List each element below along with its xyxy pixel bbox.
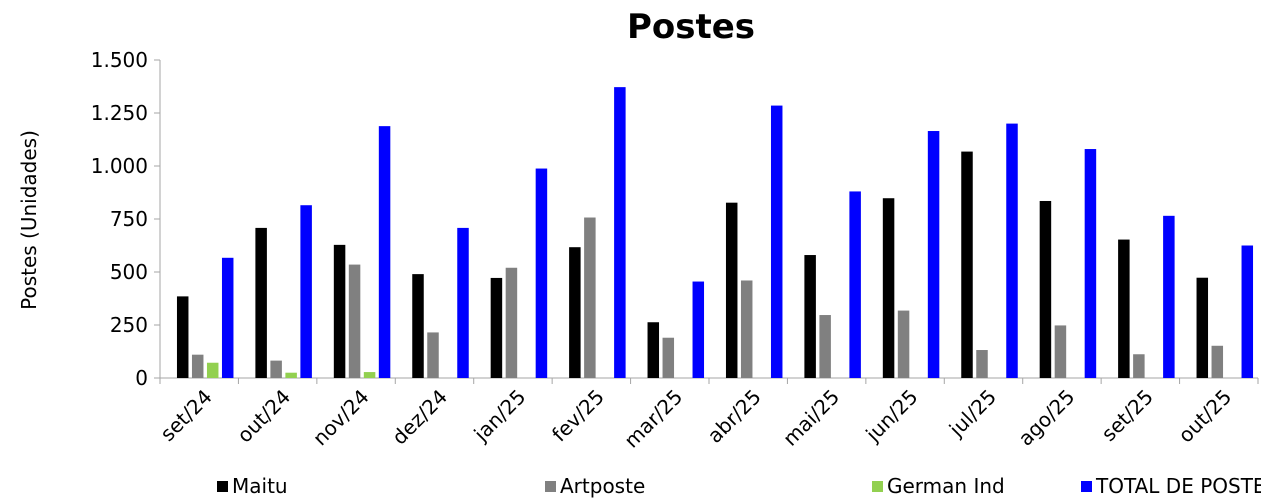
bar-total-de-postes-11 bbox=[1084, 149, 1097, 378]
bar-maitu-12 bbox=[1118, 239, 1130, 378]
bar-artposte-1 bbox=[270, 360, 282, 378]
chart: Postes Postes (Unidades) 0 250 500 750 1.000… bbox=[17, 7, 1259, 453]
x-tick-label: mar/25 bbox=[619, 385, 687, 453]
bar-artposte-6 bbox=[662, 337, 675, 378]
bar-total-de-postes-6 bbox=[692, 281, 705, 378]
x-tick-label: jun/25 bbox=[860, 385, 922, 447]
legend-label: Artposte bbox=[560, 474, 646, 498]
bar-maitu-0 bbox=[176, 296, 189, 378]
bar-artposte-9 bbox=[897, 310, 910, 378]
x-tick-label: nov/24 bbox=[308, 385, 374, 451]
bar-artposte-10 bbox=[976, 350, 988, 378]
bar-german-ind-0 bbox=[206, 362, 219, 378]
bar-total-de-postes-3 bbox=[457, 227, 469, 378]
legend-swatch bbox=[217, 480, 228, 492]
bar-artposte-5 bbox=[584, 217, 596, 378]
x-tick-label: jan/25 bbox=[468, 385, 530, 447]
bar-total-de-postes-4 bbox=[535, 168, 548, 378]
y-tick-label: 1.000 bbox=[91, 154, 148, 178]
x-tick-label: out/25 bbox=[1173, 385, 1236, 448]
x-tick-label: ago/25 bbox=[1013, 385, 1079, 451]
plot-area: 0 250 500 750 1.000 1.250 1.500 set/24 out/24 nov… bbox=[91, 48, 1259, 453]
bar-artposte-4 bbox=[505, 267, 518, 378]
bar-artposte-2 bbox=[348, 264, 361, 378]
bar-maitu-5 bbox=[569, 247, 581, 378]
y-tick-label: 0 bbox=[135, 366, 148, 390]
bar-total-de-postes-13 bbox=[1241, 245, 1254, 378]
legend-label: German Ind bbox=[887, 474, 1005, 498]
bar-maitu-2 bbox=[333, 244, 346, 378]
legend-item-artposte: Artposte bbox=[545, 474, 645, 498]
legend: Maitu Artposte German Ind TOTAL DE POSTES bbox=[0, 474, 1261, 502]
legend-label: TOTAL DE POSTES bbox=[1096, 474, 1261, 498]
legend-swatch bbox=[872, 480, 883, 492]
x-tick-label: abr/25 bbox=[703, 385, 766, 448]
y-axis-label: Postes (Unidades) bbox=[17, 130, 41, 310]
bar-artposte-11 bbox=[1054, 325, 1067, 378]
bar-total-de-postes-0 bbox=[221, 257, 234, 378]
y-tick-label: 1.500 bbox=[91, 48, 148, 72]
bar-maitu-4 bbox=[490, 277, 503, 378]
bar-total-de-postes-9 bbox=[927, 131, 940, 378]
legend-swatch bbox=[1081, 480, 1092, 492]
x-tick-label: mai/25 bbox=[778, 385, 844, 451]
bar-maitu-11 bbox=[1039, 200, 1052, 378]
bar-total-de-postes-7 bbox=[770, 105, 783, 378]
bar-maitu-10 bbox=[961, 151, 973, 378]
bar-artposte-0 bbox=[191, 354, 204, 378]
bar-artposte-13 bbox=[1211, 345, 1224, 378]
y-tick-label: 250 bbox=[110, 313, 148, 337]
y-tick-label: 500 bbox=[110, 260, 148, 284]
chart-title: Postes bbox=[627, 7, 755, 47]
legend-item-total-de-postes: TOTAL DE POSTES bbox=[1081, 474, 1261, 498]
bar-artposte-12 bbox=[1133, 354, 1145, 378]
bar-maitu-8 bbox=[804, 255, 816, 378]
bar-total-de-postes-1 bbox=[300, 205, 312, 378]
bar-maitu-3 bbox=[412, 274, 424, 378]
y-tick-label: 750 bbox=[110, 207, 148, 231]
bar-maitu-13 bbox=[1196, 277, 1209, 378]
y-tick-label: 1.250 bbox=[91, 101, 148, 125]
x-tick-label: jul/25 bbox=[944, 385, 1001, 442]
bar-total-de-postes-10 bbox=[1006, 123, 1018, 378]
x-tick-label: fev/25 bbox=[547, 385, 609, 447]
bar-artposte-8 bbox=[819, 315, 831, 378]
bar-total-de-postes-8 bbox=[849, 191, 861, 378]
bar-artposte-7 bbox=[740, 280, 753, 378]
bar-maitu-9 bbox=[882, 198, 895, 378]
bar-maitu-6 bbox=[647, 322, 660, 378]
x-tick-label: out/24 bbox=[232, 385, 295, 448]
bar-maitu-7 bbox=[725, 202, 738, 378]
bar-total-de-postes-2 bbox=[378, 126, 391, 378]
legend-item-german-ind: German Ind bbox=[872, 474, 1005, 498]
x-tick-label: set/25 bbox=[1097, 385, 1158, 446]
legend-item-maitu: Maitu bbox=[217, 474, 288, 498]
bar-german-ind-1 bbox=[285, 372, 297, 378]
bar-total-de-postes-12 bbox=[1163, 215, 1175, 378]
legend-swatch bbox=[545, 480, 556, 492]
legend-label: Maitu bbox=[232, 474, 288, 498]
bar-german-ind-2 bbox=[363, 372, 376, 378]
x-tick-label: set/24 bbox=[155, 385, 216, 446]
bar-maitu-1 bbox=[255, 227, 267, 378]
bar-total-de-postes-5 bbox=[614, 87, 626, 379]
x-tick-label: dez/24 bbox=[387, 385, 452, 450]
bar-artposte-3 bbox=[427, 332, 439, 378]
